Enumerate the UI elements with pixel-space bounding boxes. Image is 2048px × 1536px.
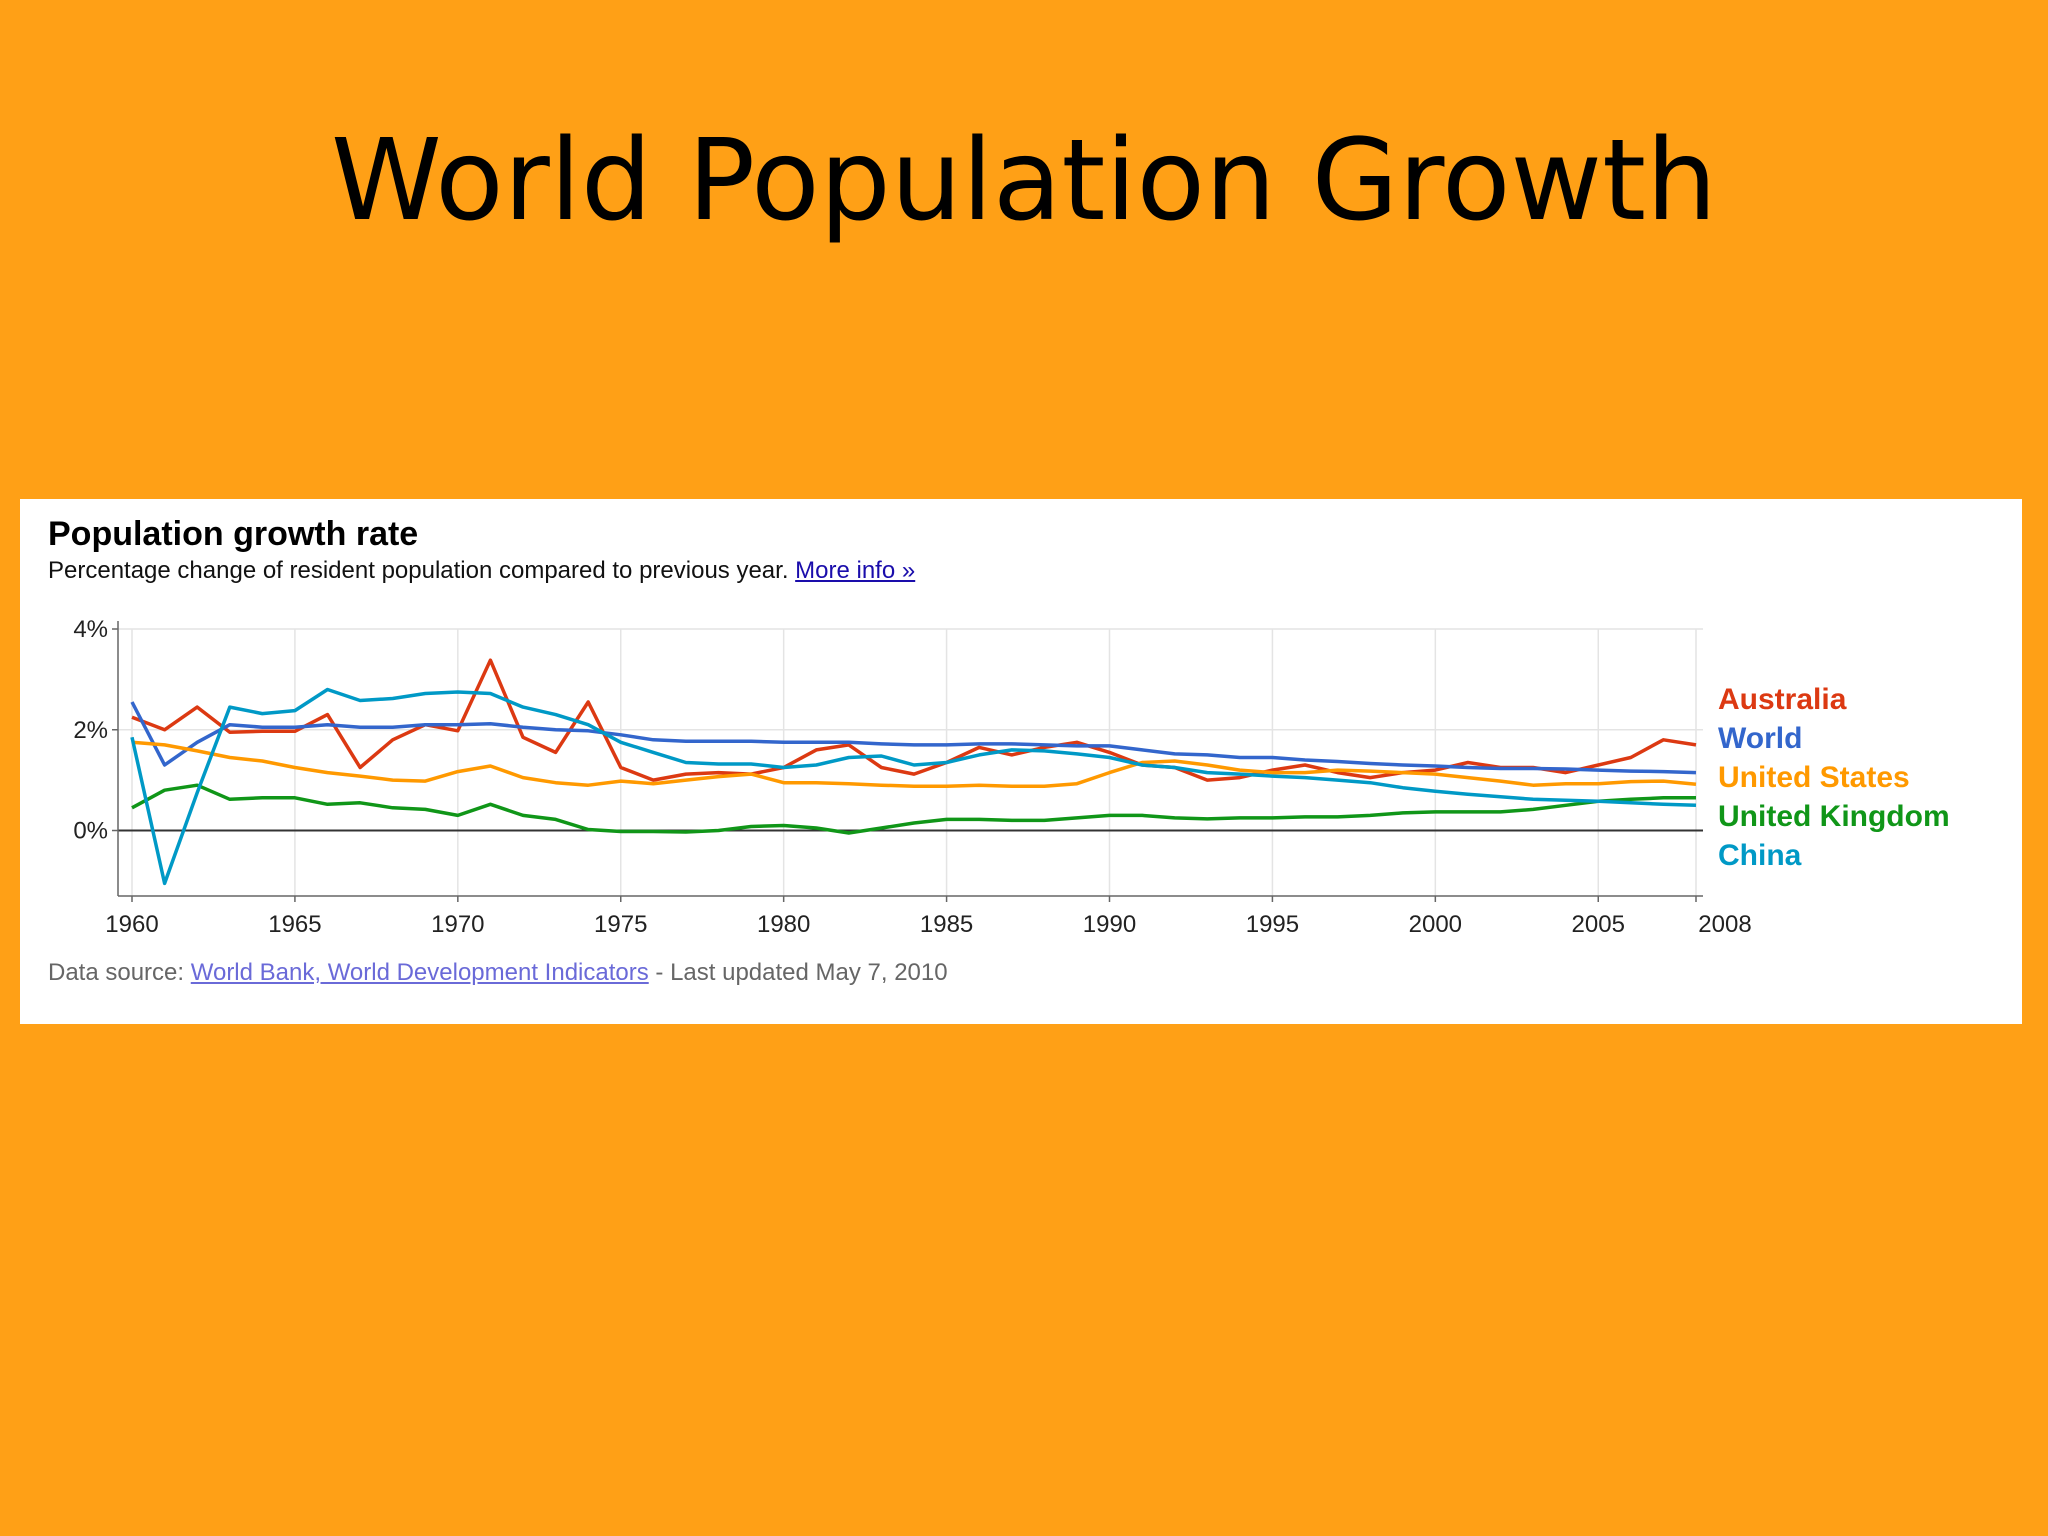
slide-title: World Population Growth bbox=[331, 116, 1717, 246]
grid-layer bbox=[118, 628, 1703, 896]
x-tick-label: 2005 bbox=[1572, 911, 1625, 938]
series-layer bbox=[130, 658, 1697, 886]
y-tick-label: 4% bbox=[73, 616, 108, 643]
chart-subtitle: Percentage change of resident population… bbox=[48, 557, 915, 585]
x-tick-label: 1975 bbox=[594, 911, 647, 938]
series-line-united-kingdom bbox=[131, 783, 1696, 835]
chart-subtitle-text: Percentage change of resident population… bbox=[48, 557, 789, 584]
legend-item-australia: Australia bbox=[1718, 683, 1847, 716]
line-chart: 4% 2% 0% 1960 1965 1970 1975 1980 1985 1990 1995 20… bbox=[73, 616, 1950, 938]
y-tick-label: 2% bbox=[73, 717, 108, 744]
x-tick-label: 1990 bbox=[1083, 911, 1136, 938]
source-suffix: - Last updated May 7, 2010 bbox=[655, 959, 948, 986]
x-tick-label: 1985 bbox=[920, 911, 973, 938]
series-line-china bbox=[130, 687, 1697, 886]
x-tick-label: 1965 bbox=[268, 911, 321, 938]
legend-layer: Australia World United States United Kingdo… bbox=[1718, 683, 1950, 872]
x-tick-label: 1980 bbox=[757, 911, 810, 938]
axis-layer bbox=[117, 621, 1703, 897]
data-source: Data source: World Bank, World Developme… bbox=[48, 959, 948, 987]
more-info-link[interactable]: More info » bbox=[795, 557, 916, 584]
x-tick-label: 1960 bbox=[105, 911, 158, 938]
tick-layer: 4% 2% 0% 1960 1965 1970 1975 1980 1985 1990 1995 20… bbox=[73, 616, 1751, 938]
legend-item-china: China bbox=[1718, 839, 1802, 872]
chart-panel: Population growth rate Percentage change… bbox=[20, 499, 2022, 1024]
legend-item-world: World bbox=[1718, 722, 1802, 755]
x-tick-label: 1970 bbox=[431, 911, 484, 938]
source-prefix: Data source: bbox=[48, 959, 185, 986]
x-tick-label: 2008 bbox=[1698, 911, 1751, 938]
legend-item-united-states: United States bbox=[1718, 761, 1910, 794]
x-tick-label: 2000 bbox=[1409, 911, 1462, 938]
x-tick-label: 1995 bbox=[1246, 911, 1299, 938]
chart-title: Population growth rate bbox=[48, 515, 419, 553]
legend-item-united-kingdom: United Kingdom bbox=[1718, 800, 1950, 833]
source-link[interactable]: World Bank, World Development Indicators bbox=[190, 959, 649, 986]
series-line-united-states bbox=[131, 740, 1697, 788]
y-tick-label: 0% bbox=[73, 818, 108, 845]
series-line-australia bbox=[131, 658, 1697, 782]
series-line-world bbox=[130, 701, 1697, 775]
